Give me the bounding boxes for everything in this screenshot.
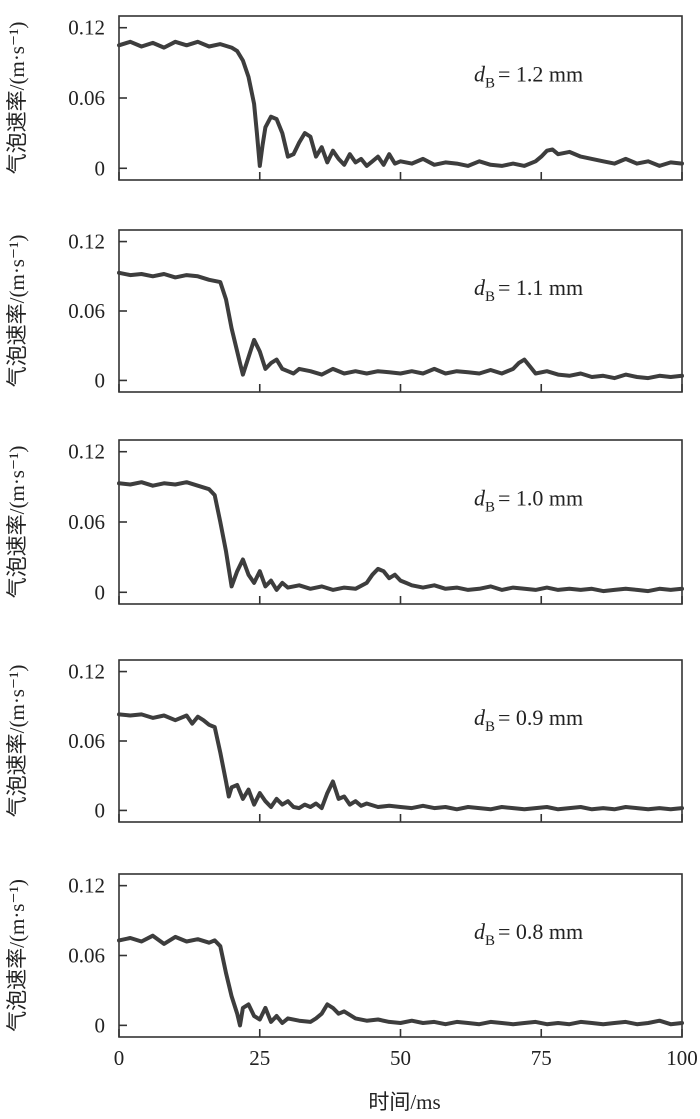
plot-frame <box>118 873 683 1038</box>
diameter-annotation: dB = 0.9 mm <box>474 705 583 735</box>
diameter-annotation: dB = 1.1 mm <box>474 275 583 305</box>
plot-frame <box>118 229 683 393</box>
y-tick-label: 0 <box>95 368 106 392</box>
x-axis-label: 时间/ms <box>368 1090 440 1114</box>
x-tick-label: 50 <box>390 1046 411 1070</box>
y-tick-label: 0.06 <box>68 299 105 323</box>
series-line <box>117 480 684 594</box>
y-tick-label: 0.06 <box>68 729 105 753</box>
y-tick-label: 0 <box>95 580 106 604</box>
plot-frame <box>118 659 683 823</box>
diameter-annotation: dB = 1.0 mm <box>474 486 583 516</box>
y-tick-label: 0.12 <box>68 16 105 40</box>
x-tick-label: 100 <box>666 1046 698 1070</box>
y-tick-label: 0.12 <box>68 440 105 464</box>
y-axis-label: 气泡速率/(m·s⁻¹) <box>5 665 29 818</box>
panel-1: 0 0.06 0.12 气泡速率/(m·s⁻¹) dB = 1.2 mm <box>5 15 684 181</box>
y-axis-label: 气泡速率/(m·s⁻¹) <box>5 879 29 1032</box>
series-line <box>117 933 684 1028</box>
x-tick-label: 25 <box>249 1046 270 1070</box>
diameter-annotation: dB = 1.2 mm <box>474 62 583 92</box>
x-tick-label: 75 <box>531 1046 552 1070</box>
series-line <box>117 270 684 381</box>
y-tick-label: 0.06 <box>68 510 105 534</box>
y-axis-label: 气泡速率/(m·s⁻¹) <box>5 22 29 175</box>
diameter-annotation: dB = 0.8 mm <box>474 919 583 949</box>
series-line <box>117 39 684 168</box>
y-tick-label: 0.06 <box>68 944 105 968</box>
x-tick-label: 0 <box>114 1046 125 1070</box>
y-tick-label: 0.06 <box>68 86 105 110</box>
plot-frame <box>118 15 683 181</box>
panel-4: 0 0.06 0.12 气泡速率/(m·s⁻¹) dB = 0.9 mm <box>5 659 684 823</box>
y-axis-label: 气泡速率/(m·s⁻¹) <box>5 446 29 599</box>
y-tick-label: 0.12 <box>68 874 105 898</box>
y-tick-label: 0 <box>95 798 106 822</box>
panel-2: 0 0.06 0.12 气泡速率/(m·s⁻¹) dB = 1.1 mm <box>5 229 684 393</box>
y-tick-label: 0 <box>95 156 106 180</box>
y-tick-label: 0.12 <box>68 660 105 684</box>
panel-3: 0 0.06 0.12 气泡速率/(m·s⁻¹) dB = 1.0 mm <box>5 439 684 605</box>
series-line <box>117 712 684 812</box>
y-axis-label: 气泡速率/(m·s⁻¹) <box>5 235 29 388</box>
y-tick-label: 0 <box>95 1013 106 1037</box>
panel-5: 0 0.06 0.12 0 25 50 75 100 时间/ms 气泡速率/(m·s⁻¹) dB = … <box>5 873 698 1114</box>
y-tick-label: 0.12 <box>68 230 105 254</box>
